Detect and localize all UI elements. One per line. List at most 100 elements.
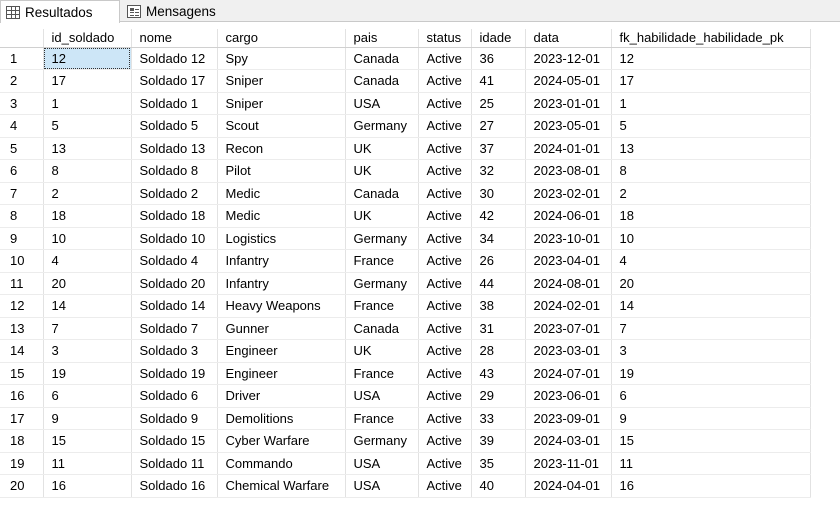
- cell-cargo[interactable]: Driver: [217, 384, 346, 408]
- cell-idade[interactable]: 43: [471, 362, 526, 385]
- cell-data[interactable]: 2023-08-01: [525, 159, 612, 183]
- cell-fk-habilidade-habilidade-pk[interactable]: 4: [611, 249, 811, 273]
- cell-status[interactable]: Active: [418, 47, 472, 70]
- cell-pais[interactable]: Canada: [345, 69, 419, 93]
- cell-id-soldado[interactable]: 15: [43, 429, 132, 453]
- cell-pais[interactable]: UK: [345, 137, 419, 160]
- row-number[interactable]: 1: [0, 47, 44, 70]
- cell-data[interactable]: 2023-06-01: [525, 384, 612, 408]
- cell-fk-habilidade-habilidade-pk[interactable]: 19: [611, 362, 811, 385]
- row-number[interactable]: 19: [0, 452, 44, 475]
- column-header-idade[interactable]: idade: [471, 29, 526, 48]
- cell-idade[interactable]: 36: [471, 47, 526, 70]
- table-row[interactable]: 8 18 Soldado 18 Medic UK Active 42 2024-06-01 18: [0, 204, 811, 228]
- row-number[interactable]: 8: [0, 204, 44, 228]
- cell-status[interactable]: Active: [418, 317, 472, 340]
- row-number[interactable]: 17: [0, 407, 44, 430]
- column-header-id-soldado[interactable]: id_soldado: [43, 29, 132, 48]
- cell-id-soldado[interactable]: 16: [43, 474, 132, 498]
- cell-nome[interactable]: Soldado 20: [131, 272, 218, 295]
- cell-idade[interactable]: 29: [471, 384, 526, 408]
- cell-data[interactable]: 2023-07-01: [525, 317, 612, 340]
- table-row[interactable]: 10 4 Soldado 4 Infantry France Active 26 2023-0…: [0, 249, 811, 273]
- cell-data[interactable]: 2023-09-01: [525, 407, 612, 430]
- cell-pais[interactable]: Germany: [345, 429, 419, 453]
- cell-data[interactable]: 2024-02-01: [525, 294, 612, 318]
- table-row[interactable]: 15 19 Soldado 19 Engineer France Active 43 2024…: [0, 362, 811, 385]
- row-number[interactable]: 16: [0, 384, 44, 408]
- cell-pais[interactable]: France: [345, 407, 419, 430]
- cell-status[interactable]: Active: [418, 182, 472, 205]
- table-row[interactable]: 7 2 Soldado 2 Medic Canada Active 30 2023-02-01…: [0, 182, 811, 205]
- cell-cargo[interactable]: Infantry: [217, 249, 346, 273]
- cell-nome[interactable]: Soldado 15: [131, 429, 218, 453]
- cell-cargo[interactable]: Gunner: [217, 317, 346, 340]
- cell-nome[interactable]: Soldado 9: [131, 407, 218, 430]
- cell-id-soldado[interactable]: 6: [43, 384, 132, 408]
- cell-pais[interactable]: UK: [345, 339, 419, 363]
- cell-cargo[interactable]: Infantry: [217, 272, 346, 295]
- cell-status[interactable]: Active: [418, 429, 472, 453]
- cell-idade[interactable]: 28: [471, 339, 526, 363]
- cell-status[interactable]: Active: [418, 69, 472, 93]
- cell-pais[interactable]: France: [345, 249, 419, 273]
- cell-idade[interactable]: 39: [471, 429, 526, 453]
- cell-idade[interactable]: 41: [471, 69, 526, 93]
- cell-id-soldado[interactable]: 8: [43, 159, 132, 183]
- cell-nome[interactable]: Soldado 4: [131, 249, 218, 273]
- cell-id-soldado[interactable]: 19: [43, 362, 132, 385]
- cell-fk-habilidade-habilidade-pk[interactable]: 5: [611, 114, 811, 138]
- cell-nome[interactable]: Soldado 7: [131, 317, 218, 340]
- row-number[interactable]: 10: [0, 249, 44, 273]
- cell-id-soldado[interactable]: 17: [43, 69, 132, 93]
- cell-data[interactable]: 2023-01-01: [525, 92, 612, 115]
- row-number[interactable]: 12: [0, 294, 44, 318]
- cell-data[interactable]: 2024-07-01: [525, 362, 612, 385]
- cell-id-soldado[interactable]: 12: [43, 47, 132, 70]
- cell-pais[interactable]: USA: [345, 452, 419, 475]
- cell-id-soldado[interactable]: 3: [43, 339, 132, 363]
- cell-nome[interactable]: Soldado 16: [131, 474, 218, 498]
- table-row[interactable]: 17 9 Soldado 9 Demolitions France Active 33 202…: [0, 407, 811, 430]
- cell-idade[interactable]: 33: [471, 407, 526, 430]
- cell-cargo[interactable]: Logistics: [217, 227, 346, 250]
- cell-cargo[interactable]: Spy: [217, 47, 346, 70]
- cell-pais[interactable]: UK: [345, 159, 419, 183]
- cell-cargo[interactable]: Cyber Warfare: [217, 429, 346, 453]
- cell-idade[interactable]: 25: [471, 92, 526, 115]
- cell-fk-habilidade-habilidade-pk[interactable]: 6: [611, 384, 811, 408]
- cell-id-soldado[interactable]: 5: [43, 114, 132, 138]
- row-number[interactable]: 20: [0, 474, 44, 498]
- cell-data[interactable]: 2024-08-01: [525, 272, 612, 295]
- cell-pais[interactable]: Canada: [345, 47, 419, 70]
- table-row[interactable]: 16 6 Soldado 6 Driver USA Active 29 2023-06-01 6: [0, 384, 811, 408]
- tab-mensagens[interactable]: Mensagens: [122, 0, 232, 22]
- table-row[interactable]: 5 13 Soldado 13 Recon UK Active 37 2024-01-01 13: [0, 137, 811, 160]
- cell-status[interactable]: Active: [418, 294, 472, 318]
- cell-nome[interactable]: Soldado 17: [131, 69, 218, 93]
- cell-idade[interactable]: 31: [471, 317, 526, 340]
- cell-data[interactable]: 2024-03-01: [525, 429, 612, 453]
- cell-idade[interactable]: 44: [471, 272, 526, 295]
- cell-nome[interactable]: Soldado 6: [131, 384, 218, 408]
- row-number-header[interactable]: [0, 29, 44, 48]
- table-row[interactable]: 4 5 Soldado 5 Scout Germany Active 27 2023-05-0…: [0, 114, 811, 138]
- column-header-fk-habilidade-habilidade-pk[interactable]: fk_habilidade_habilidade_pk: [611, 29, 811, 48]
- cell-id-soldado[interactable]: 20: [43, 272, 132, 295]
- row-number[interactable]: 7: [0, 182, 44, 205]
- cell-nome[interactable]: Soldado 8: [131, 159, 218, 183]
- table-row[interactable]: 14 3 Soldado 3 Engineer UK Active 28 2023-03-01…: [0, 339, 811, 363]
- cell-cargo[interactable]: Engineer: [217, 339, 346, 363]
- cell-fk-habilidade-habilidade-pk[interactable]: 10: [611, 227, 811, 250]
- cell-cargo[interactable]: Sniper: [217, 69, 346, 93]
- cell-pais[interactable]: UK: [345, 204, 419, 228]
- cell-cargo[interactable]: Engineer: [217, 362, 346, 385]
- cell-nome[interactable]: Soldado 5: [131, 114, 218, 138]
- cell-id-soldado[interactable]: 10: [43, 227, 132, 250]
- cell-fk-habilidade-habilidade-pk[interactable]: 16: [611, 474, 811, 498]
- cell-fk-habilidade-habilidade-pk[interactable]: 2: [611, 182, 811, 205]
- cell-nome[interactable]: Soldado 1: [131, 92, 218, 115]
- cell-idade[interactable]: 38: [471, 294, 526, 318]
- cell-cargo[interactable]: Scout: [217, 114, 346, 138]
- row-number[interactable]: 9: [0, 227, 44, 250]
